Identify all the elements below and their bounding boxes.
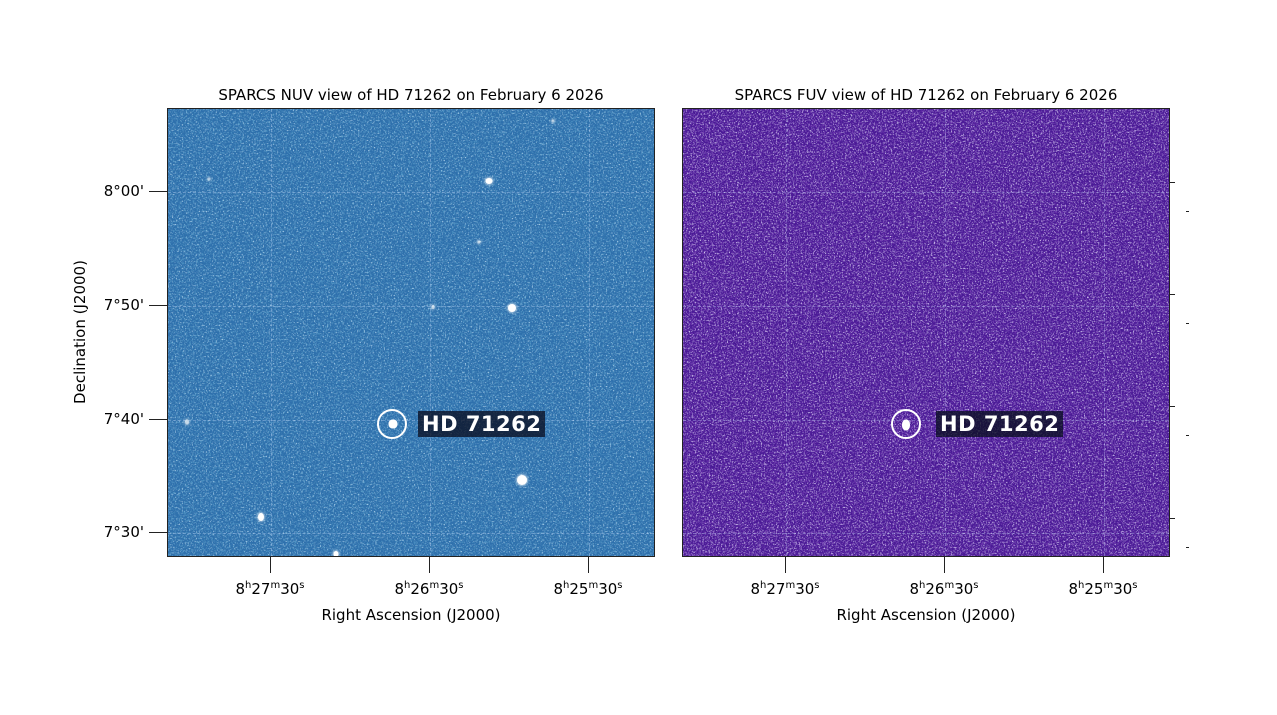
fuv-noise-texture	[683, 109, 1169, 556]
nuv-grid-h2	[168, 306, 654, 307]
fuv-right-tick	[1170, 406, 1175, 407]
nuv-ytick	[149, 191, 167, 192]
fuv-right-minor-tick	[1186, 435, 1189, 436]
nuv-ylabel: Declination (J2000)	[71, 260, 89, 404]
nuv-star	[333, 551, 339, 556]
fuv-right-minor-tick	[1186, 211, 1189, 212]
nuv-xtick	[429, 557, 430, 573]
fuv-right-tick	[1170, 182, 1175, 183]
fuv-grid-h2	[683, 306, 1169, 307]
nuv-star	[508, 304, 516, 312]
nuv-target-marker	[377, 409, 407, 439]
nuv-target-star	[388, 419, 398, 429]
fuv-xlabel: Right Ascension (J2000)	[836, 606, 1016, 624]
nuv-xtick-label: 8h25m30s	[553, 580, 623, 598]
nuv-star	[258, 513, 264, 521]
fuv-xtick-label: 8h25m30s	[1068, 580, 1138, 598]
nuv-xlabel: Right Ascension (J2000)	[321, 606, 501, 624]
fuv-grid-v3	[1104, 109, 1105, 556]
nuv-target-label: HD 71262	[418, 411, 546, 437]
nuv-image: HD 71262	[167, 108, 655, 557]
nuv-star	[551, 119, 555, 123]
fuv-grid-h3	[683, 420, 1169, 421]
fuv-right-minor-tick	[1186, 547, 1189, 548]
fuv-title: SPARCS FUV view of HD 71262 on February …	[734, 86, 1118, 104]
nuv-star	[485, 178, 493, 184]
nuv-ytick-label: 7°50'	[103, 296, 144, 314]
fuv-image: HD 71262	[682, 108, 1170, 557]
fuv-grid-h4	[683, 533, 1169, 534]
fuv-xtick	[785, 557, 786, 573]
fuv-grid-v1	[786, 109, 787, 556]
fuv-target-star	[902, 419, 910, 431]
nuv-star	[431, 305, 435, 309]
nuv-noise-texture	[168, 109, 654, 556]
fuv-target-label: HD 71262	[936, 411, 1064, 437]
fuv-xtick	[944, 557, 945, 573]
nuv-star	[517, 475, 527, 485]
nuv-ytick	[149, 305, 167, 306]
nuv-grid-h4	[168, 533, 654, 534]
nuv-title: SPARCS NUV view of HD 71262 on February …	[218, 86, 604, 104]
nuv-xtick-label: 8h27m30s	[235, 580, 305, 598]
nuv-ytick-label: 7°40'	[103, 410, 144, 428]
nuv-xtick	[270, 557, 271, 573]
nuv-star	[207, 177, 211, 181]
fuv-xtick	[1103, 557, 1104, 573]
nuv-ytick-label: 8°00'	[103, 182, 144, 200]
nuv-grid-v2	[430, 109, 431, 556]
fuv-grid-v2	[945, 109, 946, 556]
nuv-grid-v3	[589, 109, 590, 556]
fuv-grid-h1	[683, 192, 1169, 193]
nuv-grid-v1	[271, 109, 272, 556]
nuv-star	[477, 240, 481, 244]
nuv-xtick	[588, 557, 589, 573]
fuv-right-tick	[1170, 294, 1175, 295]
nuv-grid-h3	[168, 420, 654, 421]
nuv-ytick-label: 7°30'	[103, 523, 144, 541]
nuv-ytick	[149, 532, 167, 533]
nuv-grid-h1	[168, 192, 654, 193]
fuv-right-minor-tick	[1186, 323, 1189, 324]
fuv-xtick-label: 8h26m30s	[909, 580, 979, 598]
fuv-target-marker	[891, 409, 921, 439]
fuv-right-tick	[1170, 518, 1175, 519]
fuv-xtick-label: 8h27m30s	[750, 580, 820, 598]
nuv-star	[185, 419, 189, 425]
nuv-ytick	[149, 419, 167, 420]
nuv-xtick-label: 8h26m30s	[394, 580, 464, 598]
